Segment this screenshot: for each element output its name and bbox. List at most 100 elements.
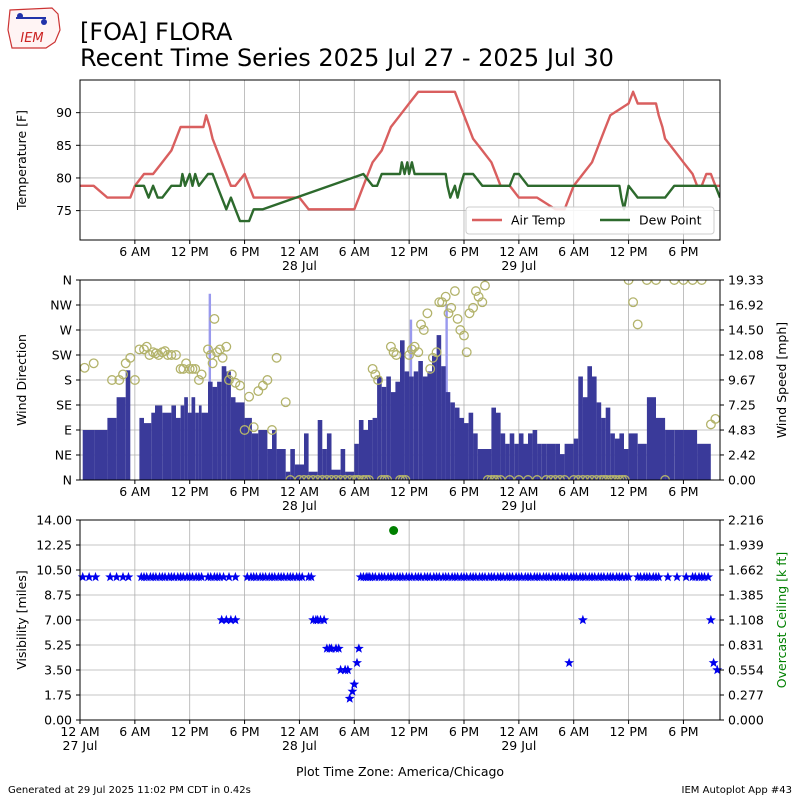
- wind-direction-point: [480, 280, 490, 291]
- y2-tick-label: 0.277: [728, 688, 764, 703]
- visibility-point: [507, 571, 518, 582]
- wind-speed-bar: [201, 412, 208, 480]
- wind-direction-point: [331, 475, 341, 480]
- visibility-point: [498, 571, 509, 582]
- wind-direction-point: [443, 308, 454, 319]
- x-tick-label: 6 PM: [449, 724, 479, 739]
- visibility-point: [544, 571, 554, 582]
- wind-speed-bar: [518, 433, 524, 480]
- y-tick-label: 8.75: [44, 588, 72, 603]
- y-tick-label: 80: [56, 170, 72, 185]
- wind-speed-bar: [491, 407, 496, 480]
- wind-speed-bar: [139, 417, 144, 480]
- visibility-point: [251, 571, 262, 582]
- logo-dot-icon: [17, 13, 23, 19]
- wind-speed-bar: [422, 376, 428, 480]
- wind-speed-bar: [537, 443, 542, 480]
- wind-speed-bar: [683, 430, 698, 480]
- x-tick-label: 6 PM: [668, 724, 698, 739]
- wind-speed-bar: [578, 376, 583, 480]
- wind-speed-bar: [386, 376, 391, 480]
- logo-text: IEM: [20, 31, 43, 46]
- wind-direction-point: [397, 475, 408, 480]
- visibility-point: [230, 614, 241, 625]
- wind-speed-bar: [235, 402, 245, 480]
- plot-frame: [79, 79, 721, 241]
- visibility-point: [406, 571, 417, 582]
- x-tick-sublabel: 27 Jul: [63, 738, 98, 753]
- wind-direction-point: [321, 475, 332, 480]
- wind-speed-bar: [372, 417, 378, 480]
- x-tick-label: 6 PM: [668, 484, 698, 499]
- wind-speed-bar: [674, 430, 684, 480]
- y-tick-label: 3.50: [44, 663, 72, 678]
- x-tick-label: 12 AM: [499, 484, 538, 499]
- y-tick-label: NW: [50, 298, 72, 313]
- wind-direction-point: [461, 347, 472, 358]
- y-tick-label: 75: [56, 203, 72, 218]
- wind-speed-bar: [116, 397, 126, 480]
- wind-direction-point: [244, 391, 255, 402]
- visibility-point: [319, 614, 330, 625]
- visibility-point: [553, 571, 564, 582]
- y2-tick-label: 19.33: [728, 273, 764, 288]
- wind-speed-bar: [151, 412, 155, 480]
- wind-direction-point: [425, 363, 436, 374]
- wind-direction-point: [271, 352, 282, 363]
- visibility-point: [705, 614, 716, 625]
- y-tick-label: N: [63, 473, 72, 488]
- wind-direction-point: [400, 475, 411, 480]
- wind-direction-point: [370, 369, 381, 380]
- visibility-point: [434, 571, 445, 582]
- wind-direction-point: [468, 302, 479, 313]
- wind-direction-point: [294, 475, 305, 480]
- visibility-point: [461, 571, 472, 582]
- wind-speed-bar: [267, 449, 272, 480]
- wind-direction-point: [239, 425, 250, 435]
- wind-speed-bar: [125, 370, 131, 480]
- visibility-point: [662, 571, 673, 582]
- visibility-point: [214, 571, 225, 582]
- wind-direction-point: [513, 475, 524, 480]
- wind-direction-point: [568, 475, 579, 480]
- wind-direction-point: [541, 475, 552, 480]
- y2-tick-label: 1.108: [728, 613, 764, 628]
- visibility-point: [379, 571, 390, 582]
- wind-direction-point: [187, 363, 198, 374]
- wind-direction-point: [555, 475, 565, 480]
- legend-box: [465, 206, 715, 235]
- wind-speed-bar: [523, 443, 528, 480]
- wind-speed-bar: [251, 433, 259, 480]
- wind-speed-bar: [441, 366, 446, 480]
- y2-tick-label: 0.000: [728, 713, 764, 728]
- visibility-point: [564, 657, 575, 668]
- wind-speed-bar: [390, 392, 396, 480]
- x-tick-label: 12 AM: [280, 244, 319, 259]
- visibility-point: [105, 571, 116, 582]
- wind-speed-bar: [450, 402, 455, 480]
- x-tick-sublabel: 28 Jul: [282, 498, 317, 513]
- visibility-point: [111, 571, 122, 582]
- wind-direction-point: [150, 348, 161, 359]
- visibility-point: [297, 571, 308, 582]
- wind-direction-point: [353, 475, 364, 480]
- visibility-point: [425, 571, 436, 582]
- wind-direction-point: [363, 475, 374, 480]
- wind-direction-point: [312, 475, 323, 480]
- wind-speed-bar: [184, 397, 188, 480]
- wind-speed-bar: [290, 449, 295, 480]
- wind-speed-bar: [596, 402, 602, 480]
- visibility-point: [187, 571, 198, 582]
- wind-direction-point: [358, 475, 369, 480]
- visibility-point: [306, 571, 317, 582]
- x-tick-label: 12 PM: [390, 484, 428, 499]
- wind-direction-point: [523, 475, 533, 480]
- y-tick-label: 12.25: [36, 538, 72, 553]
- y-tick-label: 5.25: [44, 638, 72, 653]
- wind-speed-bar: [477, 449, 492, 480]
- visibility-point: [333, 643, 344, 653]
- wind-speed-bar: [656, 417, 666, 480]
- wind-speed-bar: [162, 412, 172, 480]
- wind-direction-point: [224, 375, 234, 385]
